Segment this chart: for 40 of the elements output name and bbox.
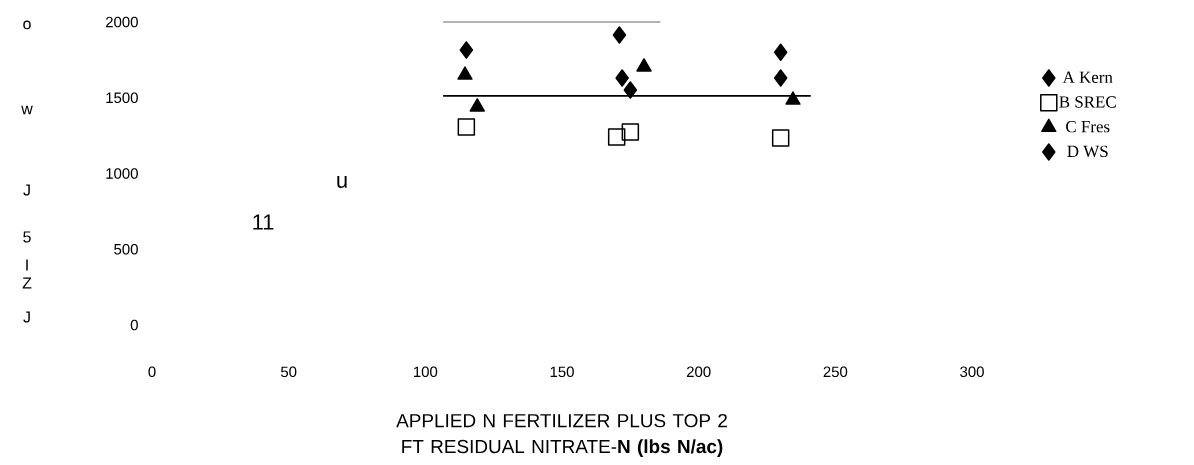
y-tick-label: 500 <box>114 243 138 255</box>
text: J <box>23 311 30 323</box>
text: J <box>23 184 30 196</box>
annotation: u <box>337 176 347 188</box>
x-tick-label: 0 <box>148 366 156 378</box>
legend-label: C Fres <box>1066 120 1110 133</box>
text: 5 <box>23 231 31 243</box>
point <box>623 81 638 99</box>
x-tick-label: 150 <box>550 366 574 378</box>
text: w <box>21 105 33 115</box>
legend-label: B SREC <box>1059 96 1116 108</box>
x-tick-label: 100 <box>414 366 438 378</box>
y-tick-label: 0 <box>130 319 138 331</box>
x-tick-label: 200 <box>686 366 711 378</box>
y-tick-label: 2000 <box>106 16 138 28</box>
point <box>459 41 474 59</box>
y-tick-label: 1000 <box>106 168 138 179</box>
y-tick-label: 1500 <box>106 92 138 104</box>
legend-label: D WS <box>1067 145 1108 158</box>
x-tick-label: 50 <box>280 366 297 378</box>
point <box>607 128 626 146</box>
point <box>773 43 788 62</box>
point <box>785 91 801 105</box>
legend-label: A Kern <box>1062 71 1113 83</box>
point <box>457 118 476 136</box>
text: Z <box>22 277 32 289</box>
point <box>621 123 640 141</box>
point <box>615 69 629 87</box>
point <box>457 66 473 80</box>
x-tick-label: 300 <box>960 366 984 378</box>
point <box>469 98 485 112</box>
text: o <box>23 20 31 30</box>
point <box>636 58 652 72</box>
x-tick-label: 250 <box>823 366 848 378</box>
x-axis-title: APPLIED N FERTILIZER PLUS TOP 2 FT RESIDUAL NITRATE-N (lbs N/ac) <box>396 413 727 457</box>
point <box>773 69 788 87</box>
annotation: 11 <box>253 214 274 230</box>
point <box>612 26 627 44</box>
text: I <box>26 259 28 271</box>
point <box>771 129 790 147</box>
